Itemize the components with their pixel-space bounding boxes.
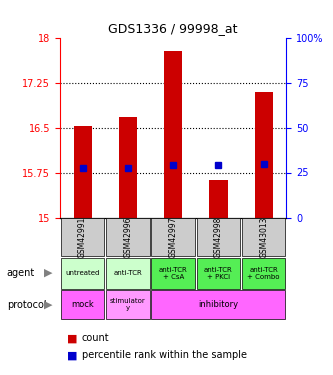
Text: percentile rank within the sample: percentile rank within the sample xyxy=(82,351,246,360)
Text: agent: agent xyxy=(7,268,35,278)
Bar xyxy=(74,126,92,218)
FancyBboxPatch shape xyxy=(61,218,104,256)
Text: GSM42996: GSM42996 xyxy=(123,216,133,258)
Text: GSM42997: GSM42997 xyxy=(168,216,178,258)
FancyBboxPatch shape xyxy=(152,258,195,289)
Text: anti-TCR
+ Combo: anti-TCR + Combo xyxy=(247,267,280,280)
Text: GSM42998: GSM42998 xyxy=(214,216,223,258)
Bar xyxy=(255,92,273,218)
FancyBboxPatch shape xyxy=(61,290,104,319)
FancyBboxPatch shape xyxy=(197,218,240,256)
Text: anti-TCR
+ CsA: anti-TCR + CsA xyxy=(159,267,187,280)
FancyBboxPatch shape xyxy=(152,290,285,319)
Text: mock: mock xyxy=(71,300,94,309)
Text: inhibitory: inhibitory xyxy=(198,300,238,309)
FancyBboxPatch shape xyxy=(242,258,285,289)
Bar xyxy=(209,180,227,218)
Bar xyxy=(119,117,137,218)
Text: ■: ■ xyxy=(67,333,77,343)
Text: untreated: untreated xyxy=(65,270,100,276)
Text: protocol: protocol xyxy=(7,300,46,309)
FancyBboxPatch shape xyxy=(152,218,195,256)
FancyBboxPatch shape xyxy=(106,290,150,319)
Text: ▶: ▶ xyxy=(44,300,53,309)
Bar xyxy=(164,51,182,217)
Text: ▶: ▶ xyxy=(44,268,53,278)
FancyBboxPatch shape xyxy=(197,258,240,289)
Text: ■: ■ xyxy=(67,351,77,360)
Text: anti-TCR: anti-TCR xyxy=(114,270,142,276)
Text: stimulator
y: stimulator y xyxy=(110,298,146,311)
FancyBboxPatch shape xyxy=(106,218,150,256)
FancyBboxPatch shape xyxy=(61,258,104,289)
Text: anti-TCR
+ PKCi: anti-TCR + PKCi xyxy=(204,267,233,280)
Text: GSM42991: GSM42991 xyxy=(78,216,87,258)
FancyBboxPatch shape xyxy=(106,258,150,289)
Text: GSM43013: GSM43013 xyxy=(259,216,268,258)
Text: count: count xyxy=(82,333,109,343)
FancyBboxPatch shape xyxy=(242,218,285,256)
Title: GDS1336 / 99998_at: GDS1336 / 99998_at xyxy=(109,22,238,35)
